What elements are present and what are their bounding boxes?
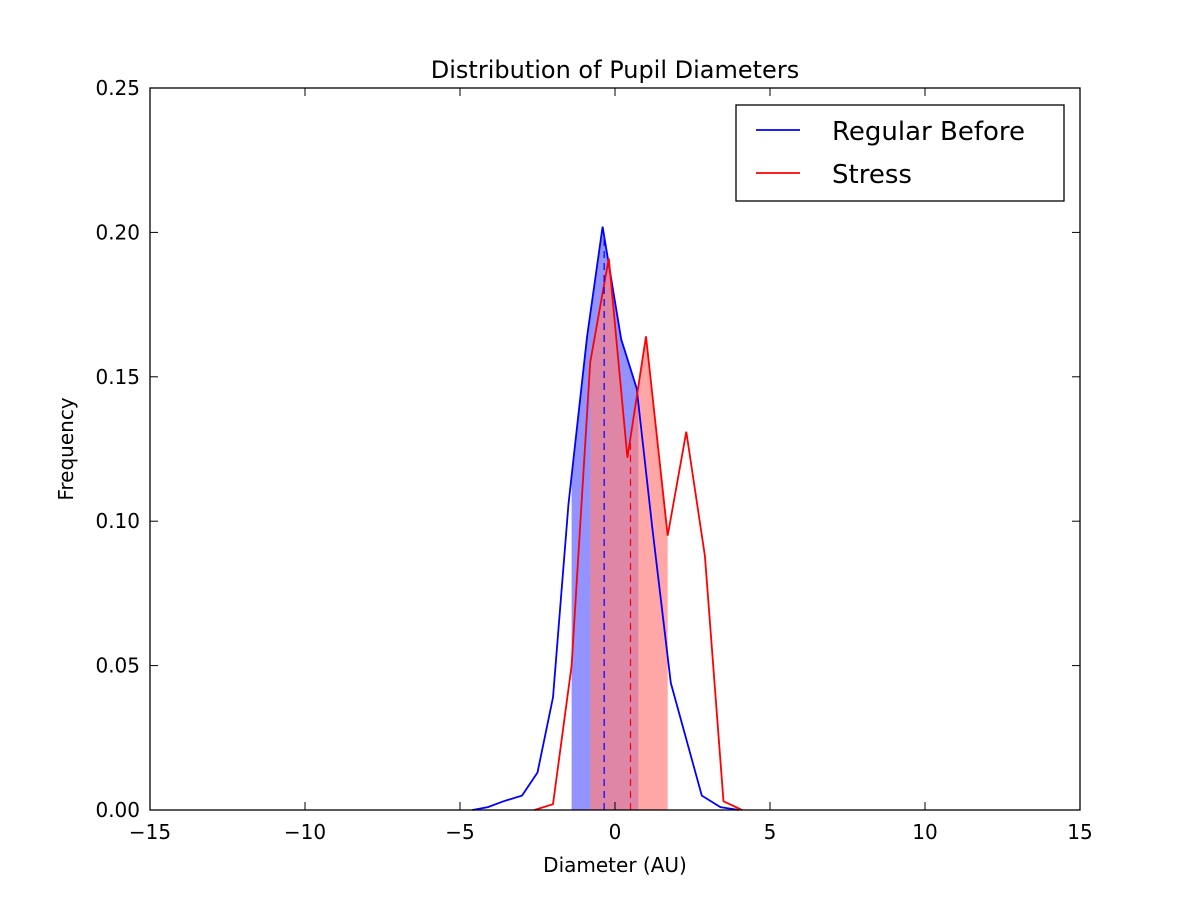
x-tick-label: 0	[609, 820, 622, 844]
x-tick-label: −5	[445, 820, 474, 844]
shaded-region-stress	[590, 258, 668, 810]
x-axis-label: Diameter (AU)	[543, 853, 687, 877]
y-tick-label: 0.25	[95, 76, 140, 100]
x-tick-label: −15	[129, 820, 171, 844]
x-tick-label: 10	[912, 820, 937, 844]
legend: Regular Before Stress	[735, 104, 1065, 202]
y-tick-label: 0.10	[95, 509, 140, 533]
shaded-region-layer	[571, 226, 668, 811]
x-tick-label: 5	[764, 820, 777, 844]
y-tick-label: 0.05	[95, 654, 140, 678]
mean-marker-layer	[603, 236, 632, 810]
series-line-layer	[472, 226, 743, 811]
legend-label-stress: Stress	[832, 160, 912, 190]
legend-label-regular-before: Regular Before	[832, 117, 1025, 147]
series-line-regular-before	[472, 226, 740, 811]
series-line-stress	[534, 258, 743, 811]
y-axis-label: Frequency	[54, 397, 78, 500]
y-tick-label: 0.00	[95, 798, 140, 822]
tick-layer: −15 −10 −5 0 5 10 15 0.00 0.05 0.10 0.15 0.20 0.25	[95, 76, 1092, 844]
x-tick-label: −10	[284, 820, 326, 844]
y-tick-label: 0.20	[95, 220, 140, 244]
legend-box	[735, 104, 1065, 202]
chart-title: Distribution of Pupil Diameters	[431, 56, 799, 84]
x-tick-label: 15	[1067, 820, 1092, 844]
y-tick-label: 0.15	[95, 365, 140, 389]
